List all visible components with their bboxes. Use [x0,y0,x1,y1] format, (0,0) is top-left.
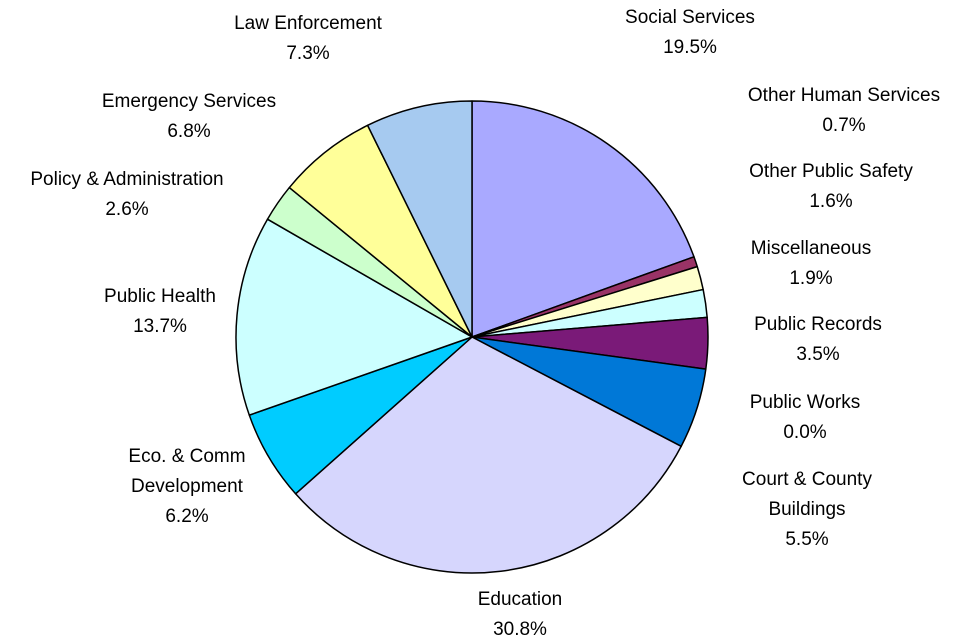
slice-category-label-public-records: Public Records [754,314,882,335]
slice-value-label-miscellaneous: 1.9% [789,268,832,289]
pie-slices [235,100,709,574]
slice-value-label-social-services: 19.5% [663,37,717,58]
slice-value-label-other-human-services: 0.7% [822,115,865,136]
slice-value-label-policy-and-administration: 2.6% [105,199,148,220]
slice-category-label-court-and-county-buildings: Court & County [742,469,872,490]
slice-category-label-eco-and-comm-development: Development [131,476,244,497]
slice-value-label-law-enforcement: 7.3% [286,43,329,64]
slice-category-label-law-enforcement: Law Enforcement [234,13,383,34]
slice-value-label-public-health: 13.7% [133,316,187,337]
slice-value-label-public-records: 3.5% [796,344,839,365]
slice-value-label-court-and-county-buildings: 5.5% [785,529,828,550]
slice-value-label-eco-and-comm-development: 6.2% [165,506,208,527]
slice-value-label-other-public-safety: 1.6% [809,191,852,212]
slice-category-label-public-health: Public Health [104,286,216,307]
slice-category-label-policy-and-administration: Policy & Administration [30,169,223,190]
slice-category-label-other-human-services: Other Human Services [748,85,940,106]
slice-category-label-eco-and-comm-development: Eco. & Comm [128,446,245,467]
slice-category-label-court-and-county-buildings: Buildings [768,499,845,520]
slice-public-health [235,218,473,416]
pie-labels: Social Services 19.5% Other Human Services… [30,7,940,640]
slice-category-label-miscellaneous: Miscellaneous [751,238,871,259]
slice-value-label-education: 30.8% [493,619,547,640]
slice-category-label-education: Education [478,589,563,610]
slice-value-label-public-works: 0.0% [783,422,826,443]
slice-category-label-emergency-services: Emergency Services [102,91,276,112]
slice-social-services [471,100,695,338]
slice-value-label-emergency-services: 6.8% [167,121,210,142]
slice-category-label-social-services: Social Services [625,7,755,28]
slice-category-label-public-works: Public Works [750,392,861,413]
slice-law-enforcement [366,100,473,338]
slice-education [294,336,682,574]
slice-category-label-other-public-safety: Other Public Safety [749,161,913,182]
